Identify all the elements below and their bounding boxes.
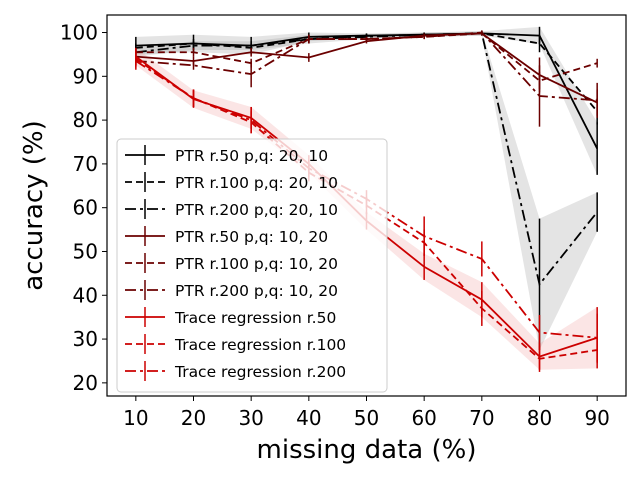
y-axis-title: accuracy (%) xyxy=(19,120,49,291)
x-axis-ticks: 10 20 30 40 50 60 70 80 90 xyxy=(123,396,610,430)
x-tick-label: 60 xyxy=(411,406,436,430)
y-tick-label: 60 xyxy=(73,196,98,220)
x-tick-label: 50 xyxy=(354,406,379,430)
x-tick-label: 70 xyxy=(469,406,494,430)
y-tick-label: 100 xyxy=(60,21,98,45)
series-band xyxy=(135,26,598,175)
x-tick-label: 40 xyxy=(296,406,321,430)
x-tick-label: 80 xyxy=(527,406,552,430)
y-tick-label: 40 xyxy=(73,283,98,307)
legend-label: Trace regression r.100 xyxy=(174,336,346,354)
y-tick-label: 80 xyxy=(73,108,98,132)
legend: PTR r.50 p,q: 20, 10 PTR r.100 p,q: 20, 1… xyxy=(116,138,388,393)
x-tick-label: 20 xyxy=(181,406,206,430)
y-axis-ticks: 20 30 40 50 60 70 80 90 100 xyxy=(60,21,107,395)
legend-label: PTR r.200 p,q: 20, 10 xyxy=(175,201,338,219)
legend-label: PTR r.100 p,q: 20, 10 xyxy=(175,174,338,192)
legend-label: PTR r.100 p,q: 10, 20 xyxy=(175,255,338,273)
y-tick-label: 20 xyxy=(73,371,98,395)
legend-label: Trace regression r.200 xyxy=(174,363,346,381)
legend-label: Trace regression r.50 xyxy=(174,309,336,327)
x-tick-label: 30 xyxy=(238,406,263,430)
legend-label: PTR r.200 p,q: 10, 20 xyxy=(175,282,338,300)
y-tick-label: 70 xyxy=(73,152,98,176)
legend-box xyxy=(116,138,388,393)
series-lines xyxy=(135,31,598,360)
x-tick-label: 10 xyxy=(123,406,148,430)
x-axis-title: missing data (%) xyxy=(257,435,477,465)
legend-label: PTR r.50 p,q: 20, 10 xyxy=(175,147,328,165)
y-tick-label: 30 xyxy=(73,327,98,351)
series-band xyxy=(135,31,598,351)
y-tick-label: 50 xyxy=(73,239,98,263)
x-tick-label: 90 xyxy=(584,406,609,430)
legend-label: PTR r.50 p,q: 10, 20 xyxy=(175,228,328,246)
y-tick-label: 90 xyxy=(73,64,98,88)
